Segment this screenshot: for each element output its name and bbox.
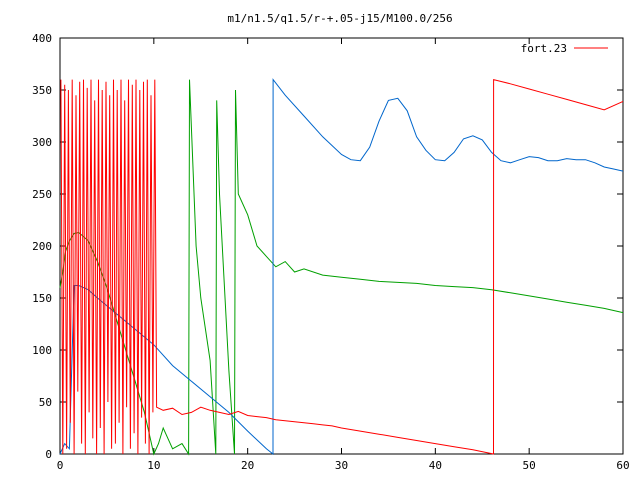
y-tick-label: 100 <box>32 344 52 357</box>
series-layer <box>59 78 624 456</box>
x-tick-label: 50 <box>523 459 536 472</box>
y-tick-label: 250 <box>32 188 52 201</box>
chart-title: m1/n1.5/q1.5/r-+.05-j15/M100.0/256 <box>227 12 452 25</box>
x-tick-label: 60 <box>616 459 629 472</box>
y-tick-label: 350 <box>32 84 52 97</box>
y-tick-label: 300 <box>32 136 52 149</box>
y-tick-label: 50 <box>39 396 52 409</box>
axis-ticks: 0 10 20 30 40 50 60 0 50 100 150 200 250 300 350 400 <box>32 32 630 472</box>
x-tick-label: 0 <box>57 459 64 472</box>
y-tick-label: 150 <box>32 292 52 305</box>
x-tick-label: 20 <box>241 459 254 472</box>
legend: fort.23 <box>521 42 608 55</box>
x-tick-label: 10 <box>147 459 160 472</box>
y-tick-label: 200 <box>32 240 52 253</box>
series-line-0 <box>60 78 624 455</box>
y-tick-label: 0 <box>45 448 52 461</box>
y-tick-label: 400 <box>32 32 52 45</box>
x-tick-label: 40 <box>429 459 442 472</box>
legend-label: fort.23 <box>521 42 567 55</box>
x-tick-label: 30 <box>335 459 348 472</box>
